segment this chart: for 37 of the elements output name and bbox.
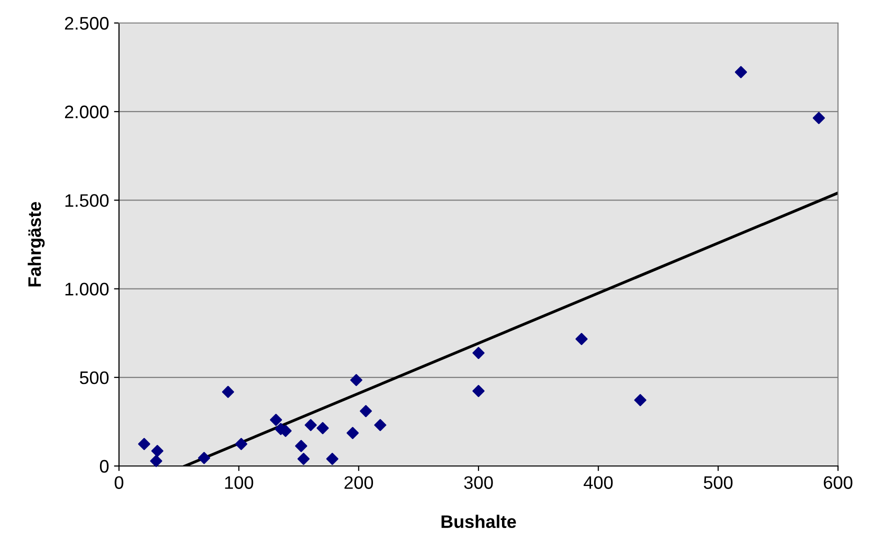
x-tick-label: 400 bbox=[584, 476, 613, 489]
y-tick-label: 500 bbox=[80, 371, 109, 384]
point bbox=[151, 444, 164, 458]
point bbox=[304, 418, 317, 432]
point bbox=[346, 426, 359, 440]
x-tick-label: 200 bbox=[344, 476, 374, 489]
y-tick-label: 1.500 bbox=[65, 194, 109, 207]
point bbox=[295, 440, 308, 452]
y-tick-label: 0 bbox=[100, 460, 109, 473]
point bbox=[350, 374, 362, 386]
x-tick-label: 300 bbox=[464, 476, 493, 489]
point bbox=[374, 418, 386, 432]
point bbox=[198, 452, 210, 464]
point bbox=[472, 384, 485, 398]
x-tick-label: 100 bbox=[225, 476, 254, 489]
point bbox=[734, 66, 748, 78]
point bbox=[812, 112, 825, 124]
y-tick-label: 1.000 bbox=[65, 282, 109, 296]
x-tick-label: 600 bbox=[824, 476, 852, 489]
y-tick-label: 2.000 bbox=[65, 106, 109, 118]
point bbox=[575, 332, 588, 346]
point bbox=[360, 404, 372, 418]
point bbox=[316, 422, 329, 434]
point bbox=[138, 438, 150, 450]
x-axis-title: Bushalte bbox=[442, 514, 516, 528]
point bbox=[297, 452, 310, 465]
y-tick-label: 2.500 bbox=[65, 16, 109, 30]
y-axis-title: Fahrgäste bbox=[28, 202, 45, 286]
x-tick-label: 0 bbox=[114, 476, 124, 489]
point bbox=[235, 438, 248, 450]
point bbox=[222, 386, 234, 398]
point bbox=[270, 414, 282, 426]
point bbox=[634, 394, 646, 406]
x-tick-label: 500 bbox=[704, 476, 733, 489]
point bbox=[326, 452, 338, 465]
point bbox=[150, 454, 162, 468]
point bbox=[472, 346, 485, 360]
